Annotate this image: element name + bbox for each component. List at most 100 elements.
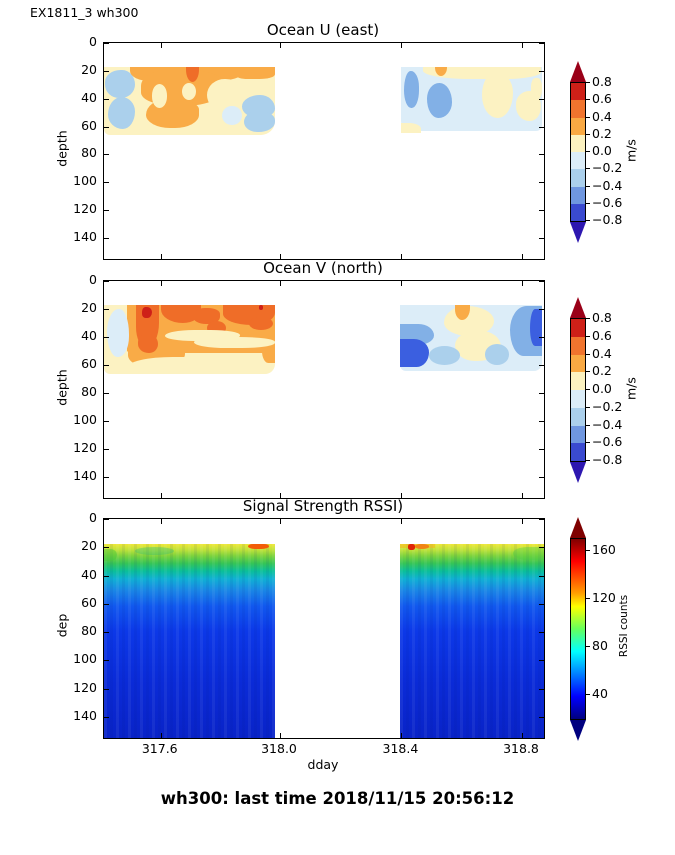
colorbar: [570, 318, 586, 462]
contour-patch: [530, 309, 542, 347]
contour-patch: [107, 309, 130, 357]
contour-patch: [193, 308, 220, 325]
colorbar: [570, 538, 586, 720]
colorbar-arrow-down: [570, 720, 586, 741]
y-tick-label: 60: [81, 117, 97, 133]
y-tick-mark: [539, 660, 544, 662]
y-tick-mark: [104, 308, 109, 310]
colorbar-segment: [571, 319, 585, 337]
y-tick-label: 60: [81, 355, 97, 371]
colorbar-tick-label: −0.4: [592, 416, 623, 432]
x-tick-label: 318.4: [382, 741, 419, 756]
y-tick-mark: [104, 420, 109, 422]
y-tick-mark: [539, 688, 544, 690]
y-tick-mark: [104, 43, 109, 44]
colorbar-tick-label: 0.0: [592, 381, 612, 396]
contour-patch: [484, 343, 509, 365]
colorbar-arrow-up: [570, 297, 586, 318]
y-tick-label: 80: [81, 623, 97, 638]
colorbar-tick-label: 0.0: [592, 143, 612, 158]
x-tick-label: 318.8: [503, 741, 539, 756]
x-tick-mark: [522, 733, 523, 738]
y-tick-label: 20: [81, 61, 97, 77]
colorbar-tick-label: −0.4: [592, 177, 623, 193]
colorbar-tick-mark: [586, 371, 590, 373]
y-tick-mark: [539, 519, 544, 520]
colorbar-tick-label: −0.2: [592, 398, 623, 414]
x-tick-mark: [522, 281, 523, 286]
colorbar-tick-label: 160: [592, 542, 616, 558]
y-tick-mark: [104, 210, 109, 212]
contour-patch: [207, 78, 247, 112]
x-tick-mark: [401, 519, 403, 524]
colorbar-tick-mark: [586, 82, 590, 83]
x-tick-mark: [401, 281, 403, 286]
y-tick-mark: [539, 336, 544, 338]
y-tick-mark: [104, 603, 109, 605]
contour-patch: [236, 66, 276, 79]
colorbar-segment: [571, 83, 585, 101]
colorbar-tick-label: 120: [592, 589, 616, 605]
colorbar-tick-mark: [586, 442, 590, 444]
contour-patch: [127, 356, 242, 373]
contour-patch: [221, 105, 242, 126]
y-tick-mark: [104, 364, 109, 366]
y-tick-mark: [539, 43, 544, 44]
colorbar-segment: [571, 134, 585, 152]
y-tick-mark: [539, 420, 544, 422]
contour-patch: [513, 547, 544, 560]
contour-patch: [182, 82, 197, 101]
contour-patch: [408, 544, 416, 550]
contour-patch: [134, 547, 175, 556]
y-tick-mark: [539, 603, 544, 605]
y-tick-label: 140: [73, 229, 97, 245]
y-tick-mark: [104, 392, 109, 394]
y-tick-mark: [539, 392, 544, 394]
contour-patch: [142, 306, 152, 318]
colorbar-tick-label: 0.8: [592, 74, 612, 89]
x-tick-mark: [280, 733, 281, 738]
x-axis-label: dday: [307, 757, 339, 772]
x-tick-mark: [401, 254, 403, 259]
colorbar-segment: [571, 100, 585, 118]
colorbar-segment: [571, 443, 585, 461]
colorbar-segment: [571, 336, 585, 355]
colorbar-segment: [571, 186, 585, 204]
contour-patch: [151, 84, 168, 108]
x-tick-label: 318.0: [261, 741, 297, 756]
panel-title-rssi: Signal Strength RSSI): [242, 497, 404, 515]
y-tick-mark: [539, 281, 544, 282]
contour-patch: [482, 72, 514, 118]
colorbar-tick-mark: [586, 99, 590, 101]
contour-patch: [530, 77, 542, 100]
contour-patch: [161, 304, 201, 324]
y-tick-mark: [104, 688, 109, 690]
colorbar-segment: [571, 372, 585, 390]
colorbar-tick-mark: [586, 694, 590, 696]
y-tick-label: 40: [81, 566, 97, 582]
colorbar-tick-mark: [586, 220, 590, 221]
y-tick-mark: [539, 448, 544, 450]
y-tick-label: 20: [81, 299, 97, 315]
contour-patch: [455, 304, 471, 321]
colorbar-tick-mark: [586, 550, 590, 552]
y-tick-label: 140: [73, 467, 97, 483]
y-tick-mark: [104, 336, 109, 338]
colorbar-tick-label: −0.6: [592, 194, 623, 210]
y-tick-mark: [539, 364, 544, 366]
contour-patch: [248, 544, 269, 550]
y-tick-label: 120: [73, 679, 97, 695]
y-tick-mark: [104, 575, 109, 577]
colorbar-segment: [571, 169, 585, 187]
x-tick-mark: [522, 43, 523, 48]
y-tick-label: 80: [81, 383, 97, 399]
y-tick-mark: [539, 547, 544, 549]
colorbar: [570, 82, 586, 222]
colorbar-tick-label: 40: [592, 686, 608, 702]
colorbar-tick-mark: [586, 168, 590, 170]
y-tick-mark: [104, 476, 109, 478]
y-tick-label: 140: [73, 707, 97, 723]
colorbar-tick-label: −0.8: [592, 212, 623, 227]
x-tick-mark: [280, 281, 281, 286]
contour-patch: [404, 71, 420, 108]
